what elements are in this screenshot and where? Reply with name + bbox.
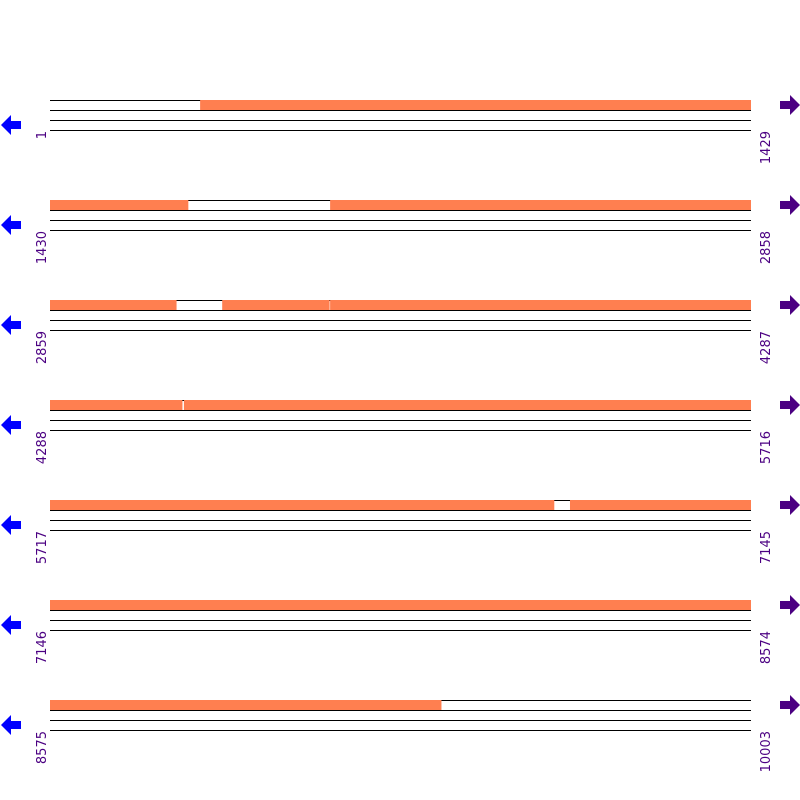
row-start-label: 8575 (35, 731, 50, 764)
arrow-right-icon[interactable] (780, 95, 800, 115)
row-start-label: 1 (35, 131, 50, 139)
arrow-right-icon[interactable] (780, 495, 800, 515)
row-end-label: 2858 (759, 231, 774, 264)
arrow-right-icon[interactable] (780, 195, 800, 215)
row-end-label: 1429 (759, 131, 774, 164)
row-start-label: 5717 (35, 531, 50, 564)
row-start-label: 7146 (35, 631, 50, 664)
row-start-label: 1430 (35, 231, 50, 264)
coverage-segment (50, 600, 751, 610)
arrow-right-icon[interactable] (780, 595, 800, 615)
coverage-segment (200, 100, 752, 110)
arrow-left-icon[interactable] (1, 415, 21, 435)
row-end-label: 10003 (759, 731, 774, 772)
arrow-left-icon[interactable] (1, 315, 21, 335)
arrow-right-icon[interactable] (780, 295, 800, 315)
arrow-left-icon[interactable] (1, 715, 21, 735)
arrow-left-icon[interactable] (1, 615, 21, 635)
coverage-segment (183, 400, 752, 410)
row-end-label: 4287 (759, 331, 774, 364)
row-end-label: 7145 (759, 531, 774, 564)
coverage-segment (50, 200, 189, 210)
coverage-segment (50, 500, 555, 510)
coverage-segment (330, 200, 751, 210)
row-end-label: 8574 (759, 631, 774, 664)
arrow-left-icon[interactable] (1, 115, 21, 135)
arrow-left-icon[interactable] (1, 515, 21, 535)
coverage-segment (50, 400, 183, 410)
row-start-label: 4288 (35, 431, 50, 464)
arrow-right-icon[interactable] (780, 395, 800, 415)
arrow-right-icon[interactable] (780, 695, 800, 715)
row-start-label: 2859 (35, 331, 50, 364)
coverage-segment (50, 700, 442, 710)
coverage-segment (330, 300, 751, 310)
row-end-label: 5716 (759, 431, 774, 464)
coverage-segment (222, 300, 330, 310)
coverage-segment (569, 500, 751, 510)
arrow-left-icon[interactable] (1, 215, 21, 235)
coverage-segment (50, 300, 177, 310)
